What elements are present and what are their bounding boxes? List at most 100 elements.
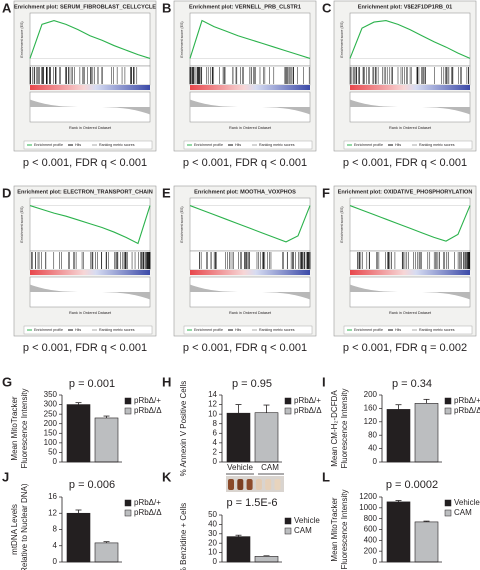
y-tick-label: 16 — [48, 492, 57, 501]
x-axis-label: Rank in Ordered Dataset — [389, 311, 432, 315]
panel-letter: E — [162, 185, 171, 200]
y-axis-label: Enrichment score (ES) — [340, 206, 344, 242]
y-tick-label: 0 — [53, 557, 58, 566]
legend-swatch — [284, 397, 292, 405]
rank-colorbar — [30, 270, 150, 275]
enrichment-curve — [349, 20, 471, 59]
legend-label: pRbΔ/Δ — [294, 406, 322, 415]
ranked-metric — [190, 99, 310, 115]
ranked-metric — [30, 284, 150, 300]
chart-title: p = 0.0002 — [386, 479, 438, 491]
y-axis-label: Enrichment score (ES) — [20, 206, 24, 242]
legend-label: pRbΔ/+ — [134, 396, 161, 405]
panel-letter: G — [2, 374, 12, 389]
legend-swatch — [444, 407, 452, 415]
x-axis-label: Rank in Ordered Dataset — [389, 126, 432, 130]
panel-letter: H — [162, 374, 171, 389]
y-axis-label: % Benzidine + Cells — [179, 503, 188, 570]
plot-area — [29, 12, 151, 67]
panel-title: Enrichment plot: ELECTRON_TRANSPORT_CHAI… — [17, 189, 153, 195]
tube — [265, 479, 272, 490]
legend-label: Hits — [75, 143, 81, 147]
legend-label: pRbΔ/Δ — [454, 406, 480, 415]
legend-swatch — [444, 509, 452, 517]
y-tick-label: 600 — [364, 525, 378, 534]
x-axis-label: Rank in Ordered Dataset — [229, 311, 272, 315]
y-tick-label: 50 — [48, 448, 57, 457]
panel-title: Enrichment plot: VERNELL_PRB_CLSTR1 — [189, 4, 301, 10]
y-tick-label: 200 — [364, 546, 378, 555]
tube — [274, 479, 281, 490]
y-axis-label: (Relative to Nuclear DNA) — [20, 483, 29, 570]
legend-label: Ranking metric scores — [419, 328, 455, 332]
y-axis-label: Enrichment score (ES) — [180, 21, 184, 57]
hits-area — [29, 65, 151, 86]
legend-label: Ranking metric scores — [259, 328, 295, 332]
chart-title: p = 1.5E-6 — [226, 497, 277, 509]
legend-label: Enrichment profile — [34, 143, 63, 147]
enrichment-curve — [189, 19, 311, 59]
panel-caption: p < 0.001, FDR q < 0.001 — [183, 342, 307, 354]
panel-letter: C — [322, 0, 332, 15]
legend-label: Ranking metric scores — [419, 143, 455, 147]
legend-swatch — [284, 527, 292, 535]
y-tick-label: 2 — [213, 448, 218, 457]
panel-letter: L — [322, 469, 330, 484]
legend-label: Enrichment profile — [354, 143, 383, 147]
y-tick-label: 4 — [213, 438, 218, 447]
bar — [414, 403, 439, 463]
legend-label: Hits — [395, 143, 401, 147]
panel-letter: F — [322, 185, 330, 200]
image-label: Vehicle — [227, 463, 253, 472]
legend-swatch — [124, 509, 132, 517]
legend-box — [183, 140, 313, 150]
legend-label: Enrichment profile — [194, 328, 223, 332]
legend-swatch — [284, 517, 292, 525]
chart-title: p = 0.006 — [69, 479, 115, 491]
bar — [386, 501, 411, 563]
legend-label: Hits — [75, 328, 81, 332]
y-axis-label: Fluorescence Intensity — [340, 489, 349, 569]
plot-area — [29, 197, 151, 252]
bar — [254, 412, 279, 463]
legend-label: Enrichment profile — [194, 143, 223, 147]
x-axis-label: Rank in Ordered Dataset — [69, 311, 112, 315]
legend-swatch — [444, 397, 452, 405]
legend-label: Ranking metric scores — [259, 143, 295, 147]
bar — [66, 512, 91, 563]
y-tick-label: 350 — [44, 390, 58, 399]
y-axis-label: Enrichment score (ES) — [180, 206, 184, 242]
legend-box — [23, 325, 153, 335]
y-tick-label: 0 — [373, 557, 378, 566]
bar — [226, 536, 251, 563]
y-tick-label: 120 — [364, 417, 378, 426]
plot-area — [189, 197, 311, 252]
y-tick-label: 6 — [213, 428, 218, 437]
y-tick-label: 300 — [44, 400, 58, 409]
y-tick-label: 250 — [44, 409, 58, 418]
legend-label: Hits — [235, 143, 241, 147]
bar — [94, 542, 119, 563]
y-tick-label: 150 — [44, 428, 58, 437]
legend-label: Vehicle — [294, 516, 320, 525]
y-tick-label: 0 — [53, 457, 58, 466]
y-tick-label: 40 — [208, 520, 217, 529]
tube — [255, 479, 262, 490]
y-axis-label: Fluorescence Intensity — [340, 388, 349, 468]
y-tick-label: 20 — [208, 538, 217, 547]
legend-swatch — [284, 407, 292, 415]
y-tick-label: 12 — [48, 508, 57, 517]
plot-area — [349, 197, 471, 252]
legend-label: pRbΔ/Δ — [134, 508, 162, 517]
y-axis-label: mtDNA Levels — [10, 504, 19, 555]
rank-colorbar — [30, 85, 150, 90]
y-tick-label: 160 — [364, 404, 378, 413]
y-tick-label: 8 — [213, 419, 218, 428]
legend-swatch — [124, 407, 132, 415]
rank-colorbar — [350, 270, 470, 275]
bar — [414, 521, 439, 563]
y-tick-label: 10 — [208, 409, 217, 418]
y-axis-label: Enrichment score (ES) — [340, 21, 344, 57]
y-tick-label: 50 — [208, 510, 217, 519]
